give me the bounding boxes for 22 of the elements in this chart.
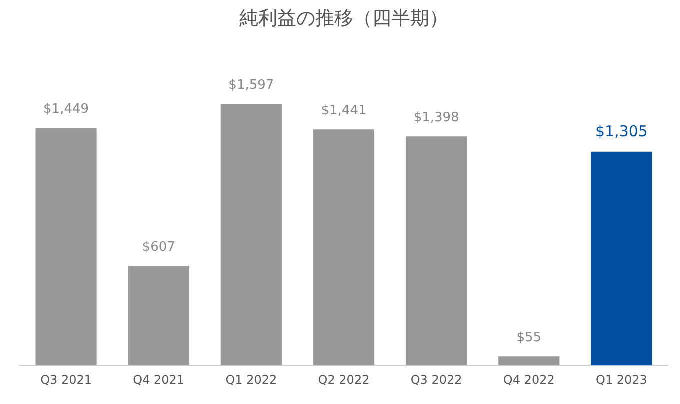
data-label: $607 (142, 240, 176, 256)
x-tick-label: Q2 2022 (318, 372, 370, 387)
x-tick-label: Q3 2021 (40, 372, 92, 387)
x-tick-label: Q1 2023 (596, 372, 648, 387)
x-tick-label: Q1 2022 (226, 372, 278, 387)
data-label: $1,441 (321, 103, 367, 118)
bar (591, 152, 652, 366)
data-label: $55 (516, 330, 542, 346)
x-tick-label: Q3 2022 (410, 372, 462, 387)
bar (498, 356, 560, 366)
bar (128, 266, 190, 366)
x-tick-label: Q4 2022 (503, 372, 555, 387)
x-tick-label: Q4 2021 (133, 372, 185, 387)
bar (36, 128, 97, 366)
data-label: $1,398 (414, 110, 460, 126)
data-label: $1,305 (595, 122, 648, 140)
bar (313, 130, 375, 366)
data-label: $1,449 (44, 102, 90, 118)
bar (406, 136, 468, 366)
data-label: $1,597 (228, 78, 274, 93)
chart-title: 純利益の推移（四半期） (240, 7, 448, 30)
bar (220, 104, 282, 366)
